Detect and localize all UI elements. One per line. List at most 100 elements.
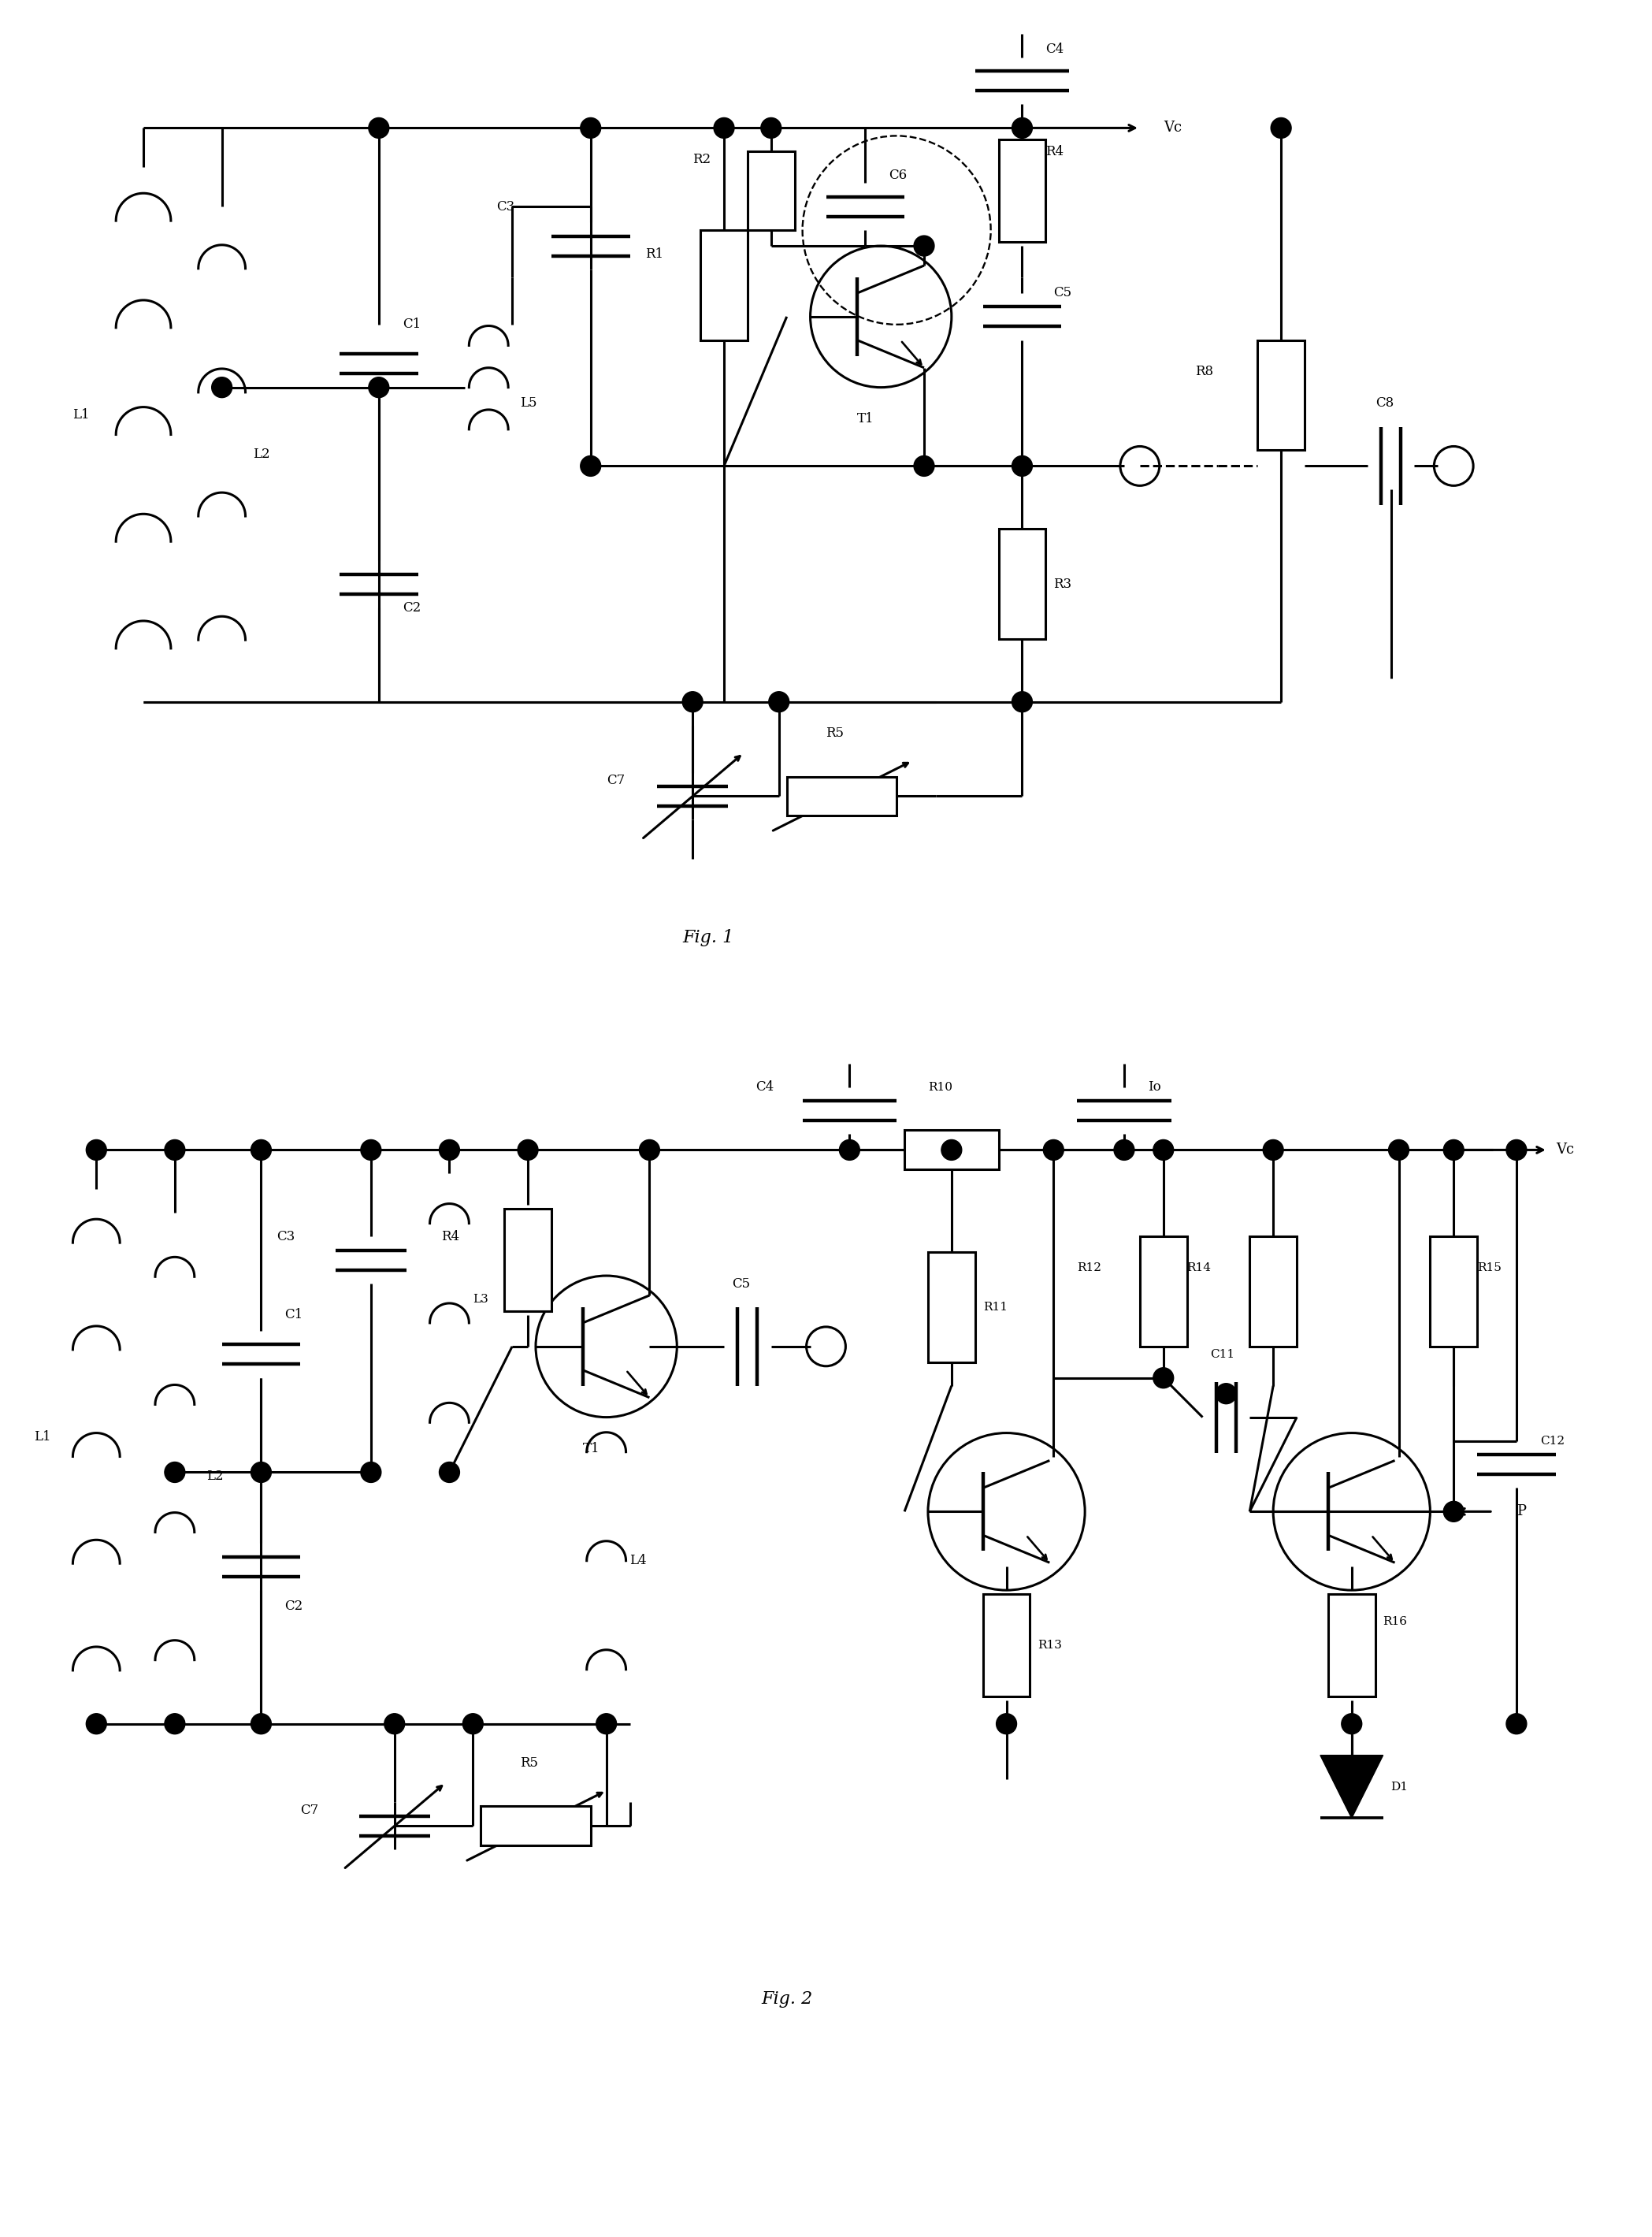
Text: R4: R4 [1046, 145, 1064, 159]
Bar [786, 776, 897, 817]
Circle shape [1113, 1139, 1135, 1161]
Circle shape [1013, 119, 1032, 139]
Text: L2: L2 [253, 447, 271, 461]
Text: Fig. 2: Fig. 2 [762, 1991, 813, 2007]
Circle shape [165, 1463, 185, 1483]
Circle shape [165, 1139, 185, 1161]
Text: T2: T2 [983, 1615, 999, 1629]
Text: R3: R3 [1054, 577, 1072, 591]
Circle shape [251, 1463, 271, 1483]
Bar [1431, 1237, 1477, 1347]
Text: R2: R2 [692, 152, 710, 166]
Circle shape [1389, 1139, 1409, 1161]
Text: L3: L3 [472, 1293, 489, 1304]
Circle shape [639, 1139, 659, 1161]
Text: C4: C4 [1046, 43, 1064, 56]
Circle shape [517, 1139, 539, 1161]
Text: R15: R15 [1477, 1262, 1502, 1273]
Circle shape [942, 1139, 961, 1161]
Bar [504, 1208, 552, 1311]
Circle shape [1507, 1714, 1526, 1734]
Bar [1249, 1237, 1297, 1347]
Text: R16: R16 [1383, 1615, 1408, 1626]
Circle shape [1444, 1139, 1464, 1161]
Circle shape [360, 1139, 382, 1161]
Text: D1: D1 [1391, 1781, 1408, 1792]
Text: R10: R10 [928, 1080, 953, 1092]
Bar [481, 1805, 591, 1846]
Text: C2: C2 [403, 602, 421, 615]
Bar [1257, 340, 1305, 450]
Text: C8: C8 [1374, 396, 1394, 409]
Text: R14: R14 [1186, 1262, 1211, 1273]
Text: Vc: Vc [1163, 121, 1181, 134]
Text: C3: C3 [497, 199, 515, 213]
Text: Fig. 1: Fig. 1 [682, 928, 733, 946]
Bar [700, 230, 748, 340]
Circle shape [768, 691, 790, 711]
Bar [748, 152, 795, 230]
Circle shape [1341, 1714, 1361, 1734]
Text: R12: R12 [1077, 1262, 1102, 1273]
Circle shape [996, 1714, 1016, 1734]
Circle shape [1044, 1139, 1064, 1161]
Text: L1: L1 [73, 407, 89, 421]
Circle shape [251, 1139, 271, 1161]
Circle shape [439, 1139, 459, 1161]
Polygon shape [1320, 1756, 1383, 1819]
Circle shape [211, 378, 231, 398]
Circle shape [368, 119, 388, 139]
Text: C6: C6 [889, 168, 907, 181]
Bar [928, 1253, 975, 1362]
Circle shape [385, 1714, 405, 1734]
Text: L5: L5 [520, 396, 537, 409]
Text: C2: C2 [284, 1599, 302, 1613]
Circle shape [1216, 1382, 1236, 1405]
Text: R13: R13 [1037, 1640, 1062, 1651]
Text: T3: T3 [1328, 1615, 1345, 1629]
Circle shape [86, 1139, 106, 1161]
Bar [998, 139, 1046, 242]
Bar [904, 1130, 998, 1170]
Text: C1: C1 [284, 1309, 302, 1322]
Bar [983, 1595, 1029, 1696]
Text: R5: R5 [826, 727, 844, 740]
Circle shape [762, 119, 781, 139]
Text: C11: C11 [1211, 1349, 1236, 1360]
Circle shape [463, 1714, 482, 1734]
Text: R11: R11 [983, 1302, 1008, 1313]
Text: C5: C5 [732, 1277, 750, 1291]
Text: C3: C3 [278, 1230, 296, 1244]
Bar [1328, 1595, 1374, 1696]
Text: C4: C4 [755, 1080, 773, 1094]
Circle shape [682, 691, 702, 711]
Text: L4: L4 [629, 1555, 648, 1568]
Circle shape [251, 1714, 271, 1734]
Text: R4: R4 [441, 1230, 459, 1244]
Circle shape [914, 456, 935, 476]
Text: Vc: Vc [1556, 1143, 1574, 1157]
Bar [998, 528, 1046, 640]
Circle shape [1013, 456, 1032, 476]
Text: P: P [1517, 1506, 1526, 1519]
Circle shape [914, 235, 935, 255]
Circle shape [1153, 1367, 1173, 1389]
Circle shape [86, 1714, 106, 1734]
Circle shape [368, 378, 388, 398]
Circle shape [596, 1714, 616, 1734]
Text: R8: R8 [1194, 365, 1213, 378]
Circle shape [580, 456, 601, 476]
Circle shape [1507, 1139, 1526, 1161]
Circle shape [1153, 1139, 1173, 1161]
Text: C12: C12 [1540, 1436, 1564, 1447]
Circle shape [714, 119, 733, 139]
Text: T1: T1 [857, 412, 874, 425]
Circle shape [360, 1463, 382, 1483]
Text: C5: C5 [1054, 286, 1072, 300]
Circle shape [580, 119, 601, 139]
Circle shape [1270, 119, 1292, 139]
Text: C7: C7 [606, 774, 624, 787]
Bar [1140, 1237, 1186, 1347]
Text: L1: L1 [33, 1429, 51, 1443]
Circle shape [1444, 1501, 1464, 1521]
